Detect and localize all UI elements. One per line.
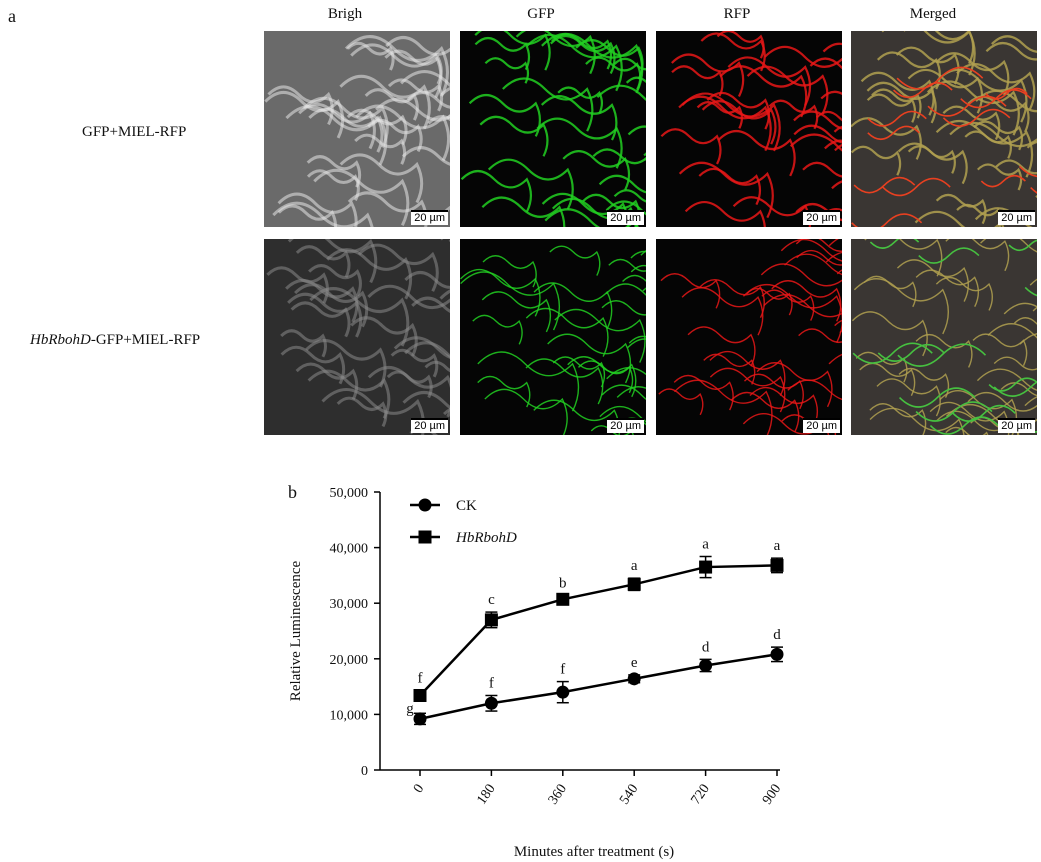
scale-bar-label: 20 µm <box>607 418 644 433</box>
micrograph-brigh-row2: 20 µm <box>264 239 450 435</box>
y-tick-label: 0 <box>361 764 368 779</box>
micrograph-merged-row1: 20 µm <box>851 31 1037 227</box>
data-point-square <box>699 560 713 574</box>
x-tick-label: 360 <box>546 782 570 808</box>
column-header-gfp: GFP <box>527 6 555 22</box>
legend-marker-square <box>418 530 432 544</box>
data-point-circle <box>484 696 498 710</box>
significance-letter: a <box>631 558 638 574</box>
data-point-circle <box>699 658 713 672</box>
scale-bar-label: 20 µm <box>803 418 840 433</box>
legend-label: CK <box>456 498 477 514</box>
scale-bar-label: 20 µm <box>998 210 1035 225</box>
significance-letter: d <box>702 639 710 655</box>
y-tick-label: 50,000 <box>330 486 369 501</box>
y-tick-label: 10,000 <box>330 708 369 723</box>
column-header-merged: Merged <box>909 6 957 22</box>
data-point-circle <box>770 647 784 661</box>
micrograph-rfp-row2: 20 µm <box>656 239 842 435</box>
x-tick-label: 180 <box>474 782 498 808</box>
significance-letter: a <box>702 536 709 552</box>
x-tick-label: 540 <box>617 782 641 808</box>
column-header-brigh: Brigh <box>327 6 363 22</box>
micrograph-rfp-row1: 20 µm <box>656 31 842 227</box>
legend-label: HbRbohD <box>455 530 517 546</box>
scale-bar-label: 20 µm <box>803 210 840 225</box>
data-point-square <box>627 577 641 591</box>
series-line-hbrbohd <box>419 564 778 697</box>
significance-letter: f <box>489 675 494 691</box>
x-axis-label: Minutes after treatment (s) <box>514 844 674 860</box>
significance-letter: e <box>631 655 638 671</box>
scale-bar-label: 20 µm <box>411 418 448 433</box>
scale-bar-label: 20 µm <box>998 418 1035 433</box>
micrograph-merged-row2: 20 µm <box>851 239 1037 435</box>
column-header-rfp: RFP <box>723 6 751 22</box>
data-point-circle <box>556 685 570 699</box>
micrograph-gfp-row1: 20 µm <box>460 31 646 227</box>
row-label-control: GFP+MIEL-RFP <box>82 124 187 140</box>
series-line-ck <box>419 653 778 721</box>
y-axis-label: Relative Luminescence <box>288 560 304 701</box>
significance-letter: d <box>773 627 781 643</box>
panel-b-letter: b <box>288 482 297 502</box>
data-point-circle <box>627 672 641 686</box>
y-tick-label: 40,000 <box>330 542 369 557</box>
significance-letter: f <box>560 662 565 678</box>
micrograph-gfp-row2: 20 µm <box>460 239 646 435</box>
significance-letter: g <box>406 701 414 717</box>
y-tick-label: 30,000 <box>330 597 369 612</box>
significance-letter: b <box>559 575 567 591</box>
significance-letter: c <box>488 592 495 608</box>
x-tick-label: 0 <box>411 782 427 796</box>
scale-bar-label: 20 µm <box>411 210 448 225</box>
data-point-square <box>413 688 427 702</box>
significance-letter: f <box>418 670 423 686</box>
micrograph-brigh-row1: 20 µm <box>264 31 450 227</box>
row-label-hbrbohd: HbRbohD-GFP+MIEL-RFP <box>30 332 201 348</box>
data-point-square <box>484 613 498 627</box>
scale-bar-label: 20 µm <box>607 210 644 225</box>
data-point-square <box>770 558 784 572</box>
x-tick-label: 720 <box>689 782 713 808</box>
data-point-square <box>556 592 570 606</box>
significance-letter: a <box>774 538 781 554</box>
legend-marker-circle <box>418 498 432 512</box>
panel-a-letter: a <box>8 6 16 26</box>
y-tick-label: 20,000 <box>330 653 369 668</box>
x-tick-label: 900 <box>760 782 784 808</box>
data-point-circle <box>413 712 427 726</box>
